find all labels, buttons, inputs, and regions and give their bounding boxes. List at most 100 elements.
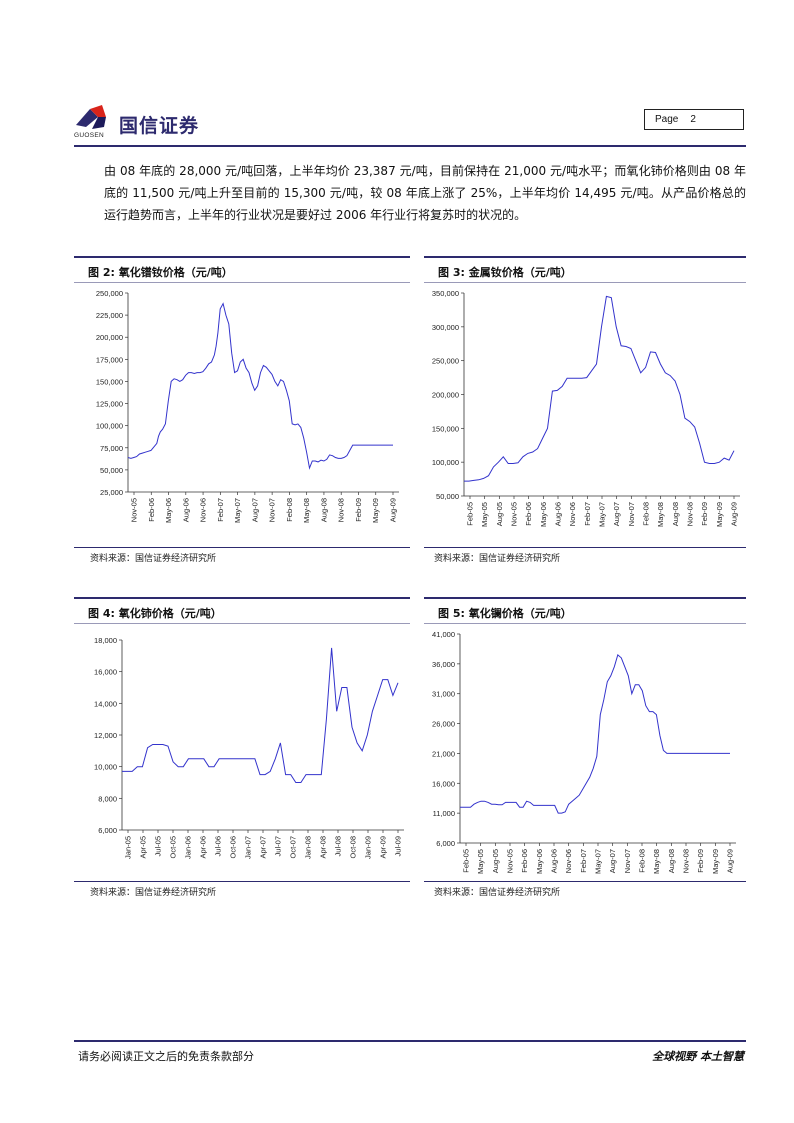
x-tick-label: Nov-08 <box>686 502 695 526</box>
x-tick-label: May-08 <box>652 849 661 874</box>
brand-logo: 国信证券 GUOSEN <box>74 103 234 143</box>
x-tick-label: Apr-06 <box>199 836 208 859</box>
x-tick-label: Feb-06 <box>520 849 529 873</box>
x-tick-label: Aug-06 <box>181 498 190 522</box>
x-tick-label: Aug-07 <box>250 498 259 522</box>
figure-title: 图 3: 金属钕价格（元/吨） <box>438 266 572 279</box>
figure-title-divider <box>424 282 746 283</box>
price-series-line <box>460 654 730 814</box>
figure-3: 图 3: 金属钕价格（元/吨） 50,000 100,000 150,000 200,… <box>424 256 746 548</box>
y-tick-label: 350,000 <box>432 289 459 298</box>
x-tick-label: Jan-07 <box>244 836 253 859</box>
x-tick-label: Feb-08 <box>638 849 647 873</box>
x-tick-label: Apr-05 <box>139 836 148 859</box>
x-tick-label: Nov-06 <box>564 849 573 873</box>
x-tick-label: Aug-05 <box>495 502 504 526</box>
figure-4-source: 资料来源：国信证券经济研究所 <box>90 888 217 898</box>
x-tick-label: Aug-09 <box>730 502 739 526</box>
chart-5: 6,000 11,000 16,000 21,000 26,000 31,000 36,00… <box>432 630 736 874</box>
x-tick-label: Nov-05 <box>510 502 519 526</box>
y-tick-label: 50,000 <box>100 466 123 475</box>
x-tick-label: Aug-09 <box>389 498 398 522</box>
figure-2: 图 2: 氧化镨钕价格（元/吨） 25,000 50,000 75,000 100,0… <box>74 256 410 548</box>
y-tick-label: 8,000 <box>98 794 117 803</box>
x-tick-label: May-09 <box>711 849 720 874</box>
figure-title-divider <box>424 623 746 624</box>
x-tick-label: Aug-06 <box>554 502 563 526</box>
x-tick-label: Aug-06 <box>550 849 559 873</box>
y-tick-label: 50,000 <box>436 492 459 501</box>
y-tick-label: 11,000 <box>433 809 455 818</box>
x-tick-label: Jul-06 <box>214 836 223 856</box>
y-tick-label: 12,000 <box>94 731 117 740</box>
x-tick-label: Nov-06 <box>199 498 208 522</box>
figure-title: 图 5: 氧化镧价格（元/吨） <box>438 607 572 620</box>
y-tick-label: 100,000 <box>96 422 123 431</box>
brand-name: 国信证券 <box>119 115 200 137</box>
figure-title: 图 4: 氧化铈价格（元/吨） <box>88 607 222 620</box>
y-tick-label: 250,000 <box>432 357 459 366</box>
page-label: Page <box>655 114 679 125</box>
x-tick-label: May-06 <box>539 502 548 527</box>
y-tick-label: 200,000 <box>432 391 459 400</box>
figure-5: 图 5: 氧化镧价格（元/吨） 6,000 11,000 16,000 21,000 2… <box>424 597 746 882</box>
x-tick-label: May-09 <box>371 498 380 523</box>
x-tick-label: Feb-08 <box>285 498 294 522</box>
figure-title-divider <box>74 623 410 624</box>
figure-5-source: 资料来源：国信证券经济研究所 <box>434 888 561 898</box>
x-tick-label: Nov-05 <box>506 849 515 873</box>
header-divider <box>74 145 746 147</box>
x-tick-label: Feb-05 <box>462 849 471 873</box>
x-tick-label: Feb-06 <box>524 502 533 526</box>
x-tick-label: Jan-05 <box>124 836 133 859</box>
x-tick-label: Jul-09 <box>394 836 403 856</box>
x-tick-label: Nov-05 <box>130 498 139 522</box>
page-number: 2 <box>690 114 696 125</box>
y-tick-label: 200,000 <box>96 333 123 342</box>
footer-divider <box>74 1040 746 1042</box>
x-tick-label: Feb-09 <box>700 502 709 526</box>
y-tick-label: 150,000 <box>432 424 459 433</box>
x-tick-label: Oct-08 <box>349 836 358 859</box>
x-tick-label: Nov-08 <box>682 849 691 873</box>
figure-2-source: 资料来源：国信证券经济研究所 <box>90 554 217 564</box>
brand-name-en: GUOSEN <box>74 132 104 139</box>
y-tick-label: 175,000 <box>96 355 123 364</box>
y-tick-label: 16,000 <box>94 668 117 677</box>
figure-title-divider <box>74 282 410 283</box>
footer-slogan: 全球视野 本土智慧 <box>652 1050 744 1063</box>
x-tick-label: Nov-07 <box>268 498 277 522</box>
y-tick-label: 125,000 <box>96 400 123 409</box>
x-tick-label: Jul-05 <box>154 836 163 856</box>
x-tick-label: Aug-08 <box>671 502 680 526</box>
x-tick-label: Oct-05 <box>169 836 178 859</box>
y-tick-label: 25,000 <box>100 488 123 497</box>
x-tick-label: Nov-08 <box>337 498 346 522</box>
figure-3-source: 资料来源：国信证券经济研究所 <box>434 554 561 564</box>
y-tick-label: 26,000 <box>432 720 455 729</box>
y-tick-label: 16,000 <box>432 779 455 788</box>
y-tick-label: 300,000 <box>432 323 459 332</box>
x-tick-label: Aug-05 <box>491 849 500 873</box>
x-tick-label: Jul-08 <box>334 836 343 856</box>
x-tick-label: Feb-07 <box>216 498 225 522</box>
x-tick-label: May-06 <box>535 849 544 874</box>
y-tick-label: 6,000 <box>98 826 117 835</box>
y-tick-label: 150,000 <box>96 377 123 386</box>
x-tick-label: Feb-07 <box>579 849 588 873</box>
x-tick-label: Oct-06 <box>229 836 238 859</box>
x-tick-label: Aug-07 <box>612 502 621 526</box>
y-tick-label: 31,000 <box>432 690 455 699</box>
figure-title: 图 2: 氧化镨钕价格（元/吨） <box>88 266 233 279</box>
y-tick-label: 225,000 <box>96 311 123 320</box>
x-tick-label: May-09 <box>715 502 724 527</box>
chart-3: 50,000 100,000 150,000 200,000 250,000 300,00… <box>432 289 740 527</box>
x-tick-label: Apr-08 <box>319 836 328 859</box>
x-tick-label: May-07 <box>598 502 607 527</box>
price-series-line <box>127 302 393 470</box>
x-tick-label: May-06 <box>164 498 173 523</box>
y-tick-label: 250,000 <box>96 289 123 298</box>
x-tick-label: Aug-08 <box>667 849 676 873</box>
x-tick-label: May-07 <box>594 849 603 874</box>
chart-4: 6,000 8,000 10,000 12,000 14,000 16,000 18,000… <box>94 636 404 859</box>
